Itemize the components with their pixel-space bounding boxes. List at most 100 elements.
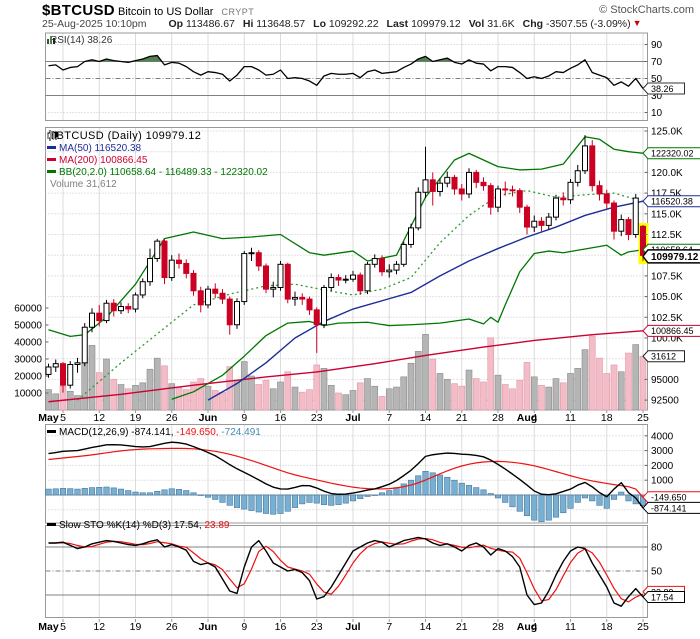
svg-text:12: 12 [93, 621, 105, 633]
quote-open-value: 113486.67 [186, 18, 235, 30]
svg-text:31612: 31612 [651, 352, 676, 362]
svg-text:23: 23 [311, 412, 323, 424]
svg-text:20000: 20000 [14, 372, 42, 383]
macd-legend: MACD(12,26,9) -874.141, -149.650, -724.4… [47, 427, 261, 439]
svg-text:116520.38: 116520.38 [651, 197, 693, 207]
svg-text:9: 9 [241, 621, 247, 633]
svg-text:7: 7 [386, 621, 392, 633]
sto-swatch-icon [47, 523, 56, 526]
exchange-label: CRYPT [221, 7, 255, 17]
sto-d-line [48, 537, 644, 603]
ma50-swatch-icon [47, 146, 56, 149]
svg-text:28: 28 [492, 412, 504, 424]
svg-text:3000: 3000 [651, 446, 674, 457]
rsi-panel[interactable] [45, 32, 648, 121]
svg-text:100.0K: 100.0K [651, 334, 683, 345]
header-line-1: $BTCUSD Bitcoin to US Dollar CRYPT [42, 2, 254, 19]
svg-text:Jul: Jul [345, 412, 360, 424]
svg-text:Jun: Jun [199, 621, 218, 633]
svg-text:102.5K: 102.5K [651, 313, 683, 324]
ma200-line [48, 330, 644, 403]
svg-text:4: 4 [531, 621, 537, 633]
svg-text:90: 90 [651, 40, 663, 51]
macd-line [48, 441, 644, 509]
macd-signal-line [48, 447, 644, 498]
svg-text:7: 7 [386, 412, 392, 424]
rsi-axis-labels: 90 70 50 30 10 [644, 40, 663, 119]
ticker-name: Bitcoin to US Dollar [118, 6, 214, 18]
macd-axis-labels: 4000 3000 2000 1000 [644, 431, 674, 487]
svg-text:125.0K: 125.0K [651, 127, 683, 138]
bb-legend: BB(20,2.0) 110658.64 - 116489.33 - 12232… [59, 167, 268, 178]
svg-text:120.0K: 120.0K [651, 168, 683, 179]
svg-text:25: 25 [637, 412, 649, 424]
svg-text:18: 18 [601, 621, 613, 633]
price-value-badges: 122320.02116520.38110658.64109979.121008… [642, 147, 700, 337]
macd-legend-label: MACD(12,26,9) -874.141, [59, 427, 174, 438]
svg-text:-874.141: -874.141 [651, 503, 687, 513]
svg-text:May: May [38, 621, 59, 633]
svg-text:70: 70 [651, 57, 663, 68]
svg-text:115.0K: 115.0K [651, 209, 682, 220]
svg-text:30000: 30000 [14, 355, 42, 366]
svg-text:19: 19 [130, 412, 142, 424]
volume-value-badge: 31612 [642, 350, 685, 363]
quote-last-label: Last [386, 18, 409, 30]
svg-text:May: May [38, 412, 59, 424]
svg-text:26: 26 [166, 621, 178, 633]
ma50-legend: MA(50) 116520.38 [59, 143, 142, 154]
sto-k-line [48, 536, 644, 607]
svg-text:16: 16 [275, 412, 287, 424]
svg-text:100866.45: 100866.45 [651, 326, 694, 336]
sto-d-value: 23.89 [204, 520, 230, 531]
ma200-legend-row: MA(200) 100866.45 [47, 155, 268, 167]
svg-text:38.26: 38.26 [651, 84, 674, 94]
svg-text:10000: 10000 [14, 389, 42, 400]
svg-text:60000: 60000 [14, 304, 42, 315]
svg-text:25: 25 [637, 621, 649, 633]
svg-text:Jul: Jul [345, 621, 360, 633]
macd-value-badges: -149.650-874.141 [642, 491, 700, 514]
svg-text:21: 21 [456, 621, 468, 633]
svg-text:Aug: Aug [517, 412, 537, 424]
price-chart-legend: $BTCUSD (Daily) 109979.12 MA(50) 116520.… [47, 130, 268, 191]
main-legend-title-row: $BTCUSD (Daily) 109979.12 [47, 130, 268, 143]
svg-text:4000: 4000 [651, 431, 674, 442]
quote-low-value: 109292.22 [328, 18, 379, 30]
svg-text:112.5K: 112.5K [651, 230, 682, 241]
svg-text:14: 14 [420, 412, 432, 424]
svg-text:80: 80 [651, 543, 663, 554]
quote-high-value: 113648.57 [256, 18, 306, 30]
stockcharts-copyright-link[interactable]: © StockCharts.com [599, 4, 694, 16]
quote-change-label: Chg [522, 18, 544, 30]
svg-text:50000: 50000 [14, 321, 42, 332]
svg-text:107.5K: 107.5K [651, 271, 683, 282]
bollinger-upper-line [48, 136, 644, 337]
svg-text:92500: 92500 [651, 396, 679, 407]
candlestick-series [45, 135, 646, 393]
bollinger-mid-line [77, 189, 644, 401]
macd-histogram [45, 471, 647, 522]
quote-volume-label: Vol [468, 18, 485, 30]
svg-text:30: 30 [651, 91, 663, 102]
quote-datetime: 25-Aug-2025 10:10pm [42, 18, 147, 30]
svg-text:14: 14 [420, 621, 432, 633]
macd-hist-value: -724.491 [221, 427, 261, 438]
quote-change-value: -3507.55 (-3.09%) [545, 18, 631, 30]
macd-swatch-icon [47, 430, 56, 433]
svg-text:-149.650: -149.650 [651, 493, 687, 503]
svg-text:19: 19 [130, 621, 142, 633]
sto-value-badges: 23.8917.54 [642, 585, 685, 603]
svg-text:21: 21 [456, 412, 468, 424]
quote-line: 25-Aug-2025 10:10pm Op 113486.67 Hi 113648… [42, 18, 642, 30]
volume-axis-labels: 60000 50000 40000 30000 20000 10000 [14, 304, 49, 400]
svg-text:26: 26 [166, 412, 178, 424]
bb-legend-row: BB(20,2.0) 110658.64 - 116489.33 - 12232… [47, 167, 268, 179]
volume-legend-row: Volume 31,612 [47, 131, 268, 191]
svg-text:2000: 2000 [651, 461, 674, 472]
bollinger-lower-line [171, 244, 644, 400]
quote-open-label: Op [168, 18, 184, 30]
sto-panel[interactable] [45, 525, 648, 618]
